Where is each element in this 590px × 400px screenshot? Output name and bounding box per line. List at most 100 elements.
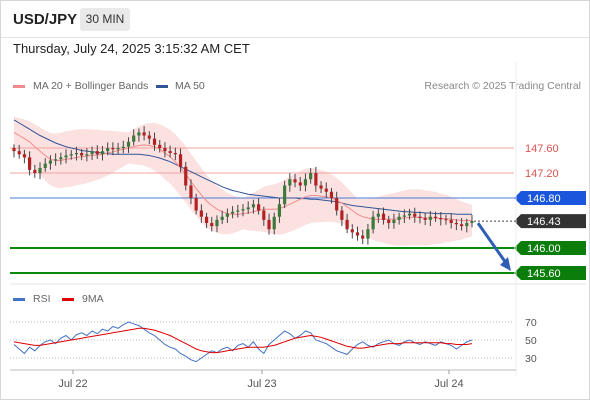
candle-body: [470, 221, 474, 223]
x-tick-label: Jul 24: [434, 378, 463, 390]
symbol-title: USD/JPY: [13, 11, 78, 28]
rsi-tick-label: 50: [525, 335, 537, 347]
candle-body: [22, 154, 27, 158]
level-tag: [514, 214, 586, 229]
candle-body: [387, 219, 391, 223]
candle-body: [340, 210, 344, 220]
candle-body: [381, 213, 386, 220]
candle-body: [433, 216, 438, 218]
candle-body: [241, 209, 245, 211]
rsi-legend-label: RSI: [33, 293, 51, 305]
candle-body: [319, 185, 323, 189]
candle-body: [262, 210, 266, 220]
ma20-legend-label: MA 20 + Bollinger Bands: [33, 80, 149, 92]
rsi-ma-line: [13, 327, 473, 354]
level-tag-label: 145.60: [527, 268, 561, 280]
level-tag-label: 146.43: [527, 216, 561, 228]
candle-body: [423, 218, 427, 220]
candle-body: [116, 148, 120, 150]
candle-body: [126, 141, 131, 147]
candle-body: [257, 204, 261, 211]
candle-body: [59, 157, 63, 160]
rsi-line: [13, 321, 473, 363]
candle-body: [277, 204, 282, 217]
ma20-legend-swatch: [13, 85, 25, 88]
candle-body: [288, 179, 292, 186]
candle-body: [106, 148, 110, 152]
candle-body: [303, 179, 308, 186]
chart-header: USD/JPY 30 MIN: [1, 1, 589, 38]
candle-body: [407, 213, 412, 216]
candle-body: [246, 207, 250, 210]
candle-body: [178, 154, 183, 167]
candle-body: [298, 182, 302, 186]
level-tag-label: 146.00: [527, 243, 561, 255]
candle-body: [309, 173, 313, 180]
candle-body: [251, 204, 256, 208]
candle-body: [54, 159, 58, 161]
candle-body: [283, 185, 287, 205]
candle-body: [152, 138, 157, 145]
candle-body: [350, 229, 354, 233]
candle-body: [43, 163, 47, 168]
candle-body: [413, 213, 417, 217]
rsi-tick-label: 30: [525, 353, 537, 365]
candle-body: [392, 219, 396, 223]
candle-body: [459, 224, 464, 227]
rsi-legend-swatch: [13, 298, 25, 301]
candle-body: [454, 223, 458, 225]
candle-body: [137, 132, 141, 136]
candle-body: [121, 146, 125, 148]
candle-body: [314, 173, 318, 186]
candle-body: [64, 155, 68, 158]
candle-body: [74, 153, 79, 155]
rsi-ma-legend-swatch: [62, 298, 74, 301]
candle-body: [397, 216, 401, 220]
candle-body: [324, 188, 328, 192]
candle-body: [33, 169, 37, 173]
candle-body: [189, 185, 193, 198]
candle-body: [173, 153, 177, 155]
candle-body: [194, 198, 198, 211]
candle-body: [142, 132, 146, 136]
candle-body: [100, 151, 105, 155]
candle-body: [184, 166, 188, 186]
candle-body: [85, 154, 89, 156]
candle-body: [95, 151, 99, 155]
candle-body: [371, 216, 375, 230]
candle-body: [272, 216, 276, 230]
candle-body: [147, 135, 151, 139]
candle-body: [80, 153, 84, 156]
candle-body: [210, 223, 214, 227]
rsi-ma-legend-label: 9MA: [82, 293, 104, 305]
candle-body: [48, 160, 53, 164]
candle-body: [355, 232, 360, 236]
copyright-text: Research © 2025 Trading Central: [424, 80, 581, 92]
candle-body: [418, 216, 422, 218]
candle-body: [439, 218, 443, 220]
level-label: 147.60: [525, 143, 559, 155]
candle-body: [69, 154, 73, 156]
candle-body: [38, 168, 42, 173]
candle-body: [428, 216, 432, 220]
candle-body: [220, 216, 224, 220]
level-label: 147.20: [525, 168, 559, 180]
candle-body: [132, 135, 136, 142]
candle-body: [111, 148, 115, 150]
candle-body: [366, 229, 370, 239]
candle-body: [28, 157, 32, 170]
candle-body: [345, 219, 349, 230]
level-tag-label: 146.80: [527, 193, 561, 205]
x-tick-label: Jul 22: [58, 378, 87, 390]
candle-body: [267, 219, 271, 230]
timeframe-button[interactable]: 30 MIN: [80, 8, 130, 31]
level-tag: [514, 241, 586, 255]
report-datetime: Thursday, July 24, 2025 3:15:32 AM CET: [13, 41, 250, 56]
forecast-arrowhead: [500, 257, 511, 271]
candle-body: [12, 148, 16, 152]
candle-body: [204, 216, 209, 223]
candle-body: [293, 179, 297, 183]
candle-body: [168, 151, 172, 153]
ma50-line: [13, 119, 472, 215]
